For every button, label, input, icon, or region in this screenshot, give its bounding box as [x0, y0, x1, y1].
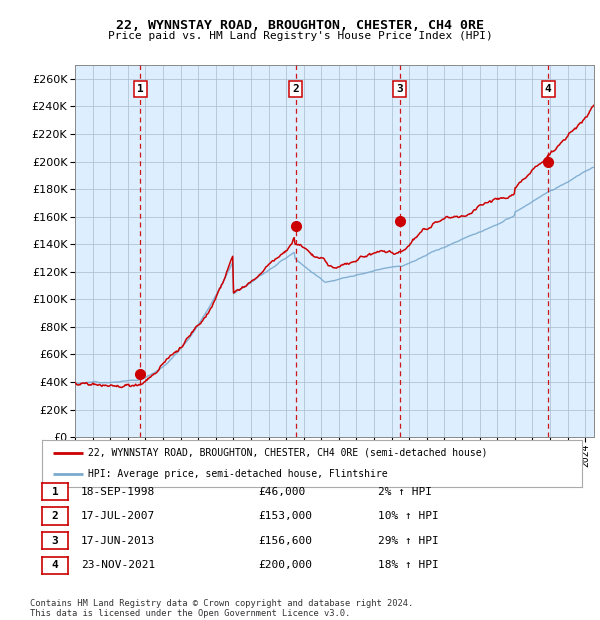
Text: 2: 2: [52, 511, 58, 521]
Text: 17-JUL-2007: 17-JUL-2007: [81, 511, 155, 521]
Text: 4: 4: [52, 560, 58, 570]
Text: £46,000: £46,000: [258, 487, 305, 497]
Text: 3: 3: [397, 84, 403, 94]
Text: 18-SEP-1998: 18-SEP-1998: [81, 487, 155, 497]
Text: 22, WYNNSTAY ROAD, BROUGHTON, CHESTER, CH4 0RE: 22, WYNNSTAY ROAD, BROUGHTON, CHESTER, C…: [116, 19, 484, 32]
Text: £153,000: £153,000: [258, 511, 312, 521]
Text: 23-NOV-2021: 23-NOV-2021: [81, 560, 155, 570]
Text: 18% ↑ HPI: 18% ↑ HPI: [378, 560, 439, 570]
Text: £200,000: £200,000: [258, 560, 312, 570]
Text: 10% ↑ HPI: 10% ↑ HPI: [378, 511, 439, 521]
Text: Contains HM Land Registry data © Crown copyright and database right 2024.
This d: Contains HM Land Registry data © Crown c…: [30, 599, 413, 618]
Text: 4: 4: [545, 84, 551, 94]
Text: 1: 1: [52, 487, 58, 497]
Text: 1: 1: [137, 84, 144, 94]
Text: £156,600: £156,600: [258, 536, 312, 546]
Text: 17-JUN-2013: 17-JUN-2013: [81, 536, 155, 546]
Text: 29% ↑ HPI: 29% ↑ HPI: [378, 536, 439, 546]
Text: 3: 3: [52, 536, 58, 546]
Text: 22, WYNNSTAY ROAD, BROUGHTON, CHESTER, CH4 0RE (semi-detached house): 22, WYNNSTAY ROAD, BROUGHTON, CHESTER, C…: [88, 448, 487, 458]
Text: HPI: Average price, semi-detached house, Flintshire: HPI: Average price, semi-detached house,…: [88, 469, 388, 479]
Text: Price paid vs. HM Land Registry's House Price Index (HPI): Price paid vs. HM Land Registry's House …: [107, 31, 493, 41]
Text: 2: 2: [292, 84, 299, 94]
Text: 2% ↑ HPI: 2% ↑ HPI: [378, 487, 432, 497]
